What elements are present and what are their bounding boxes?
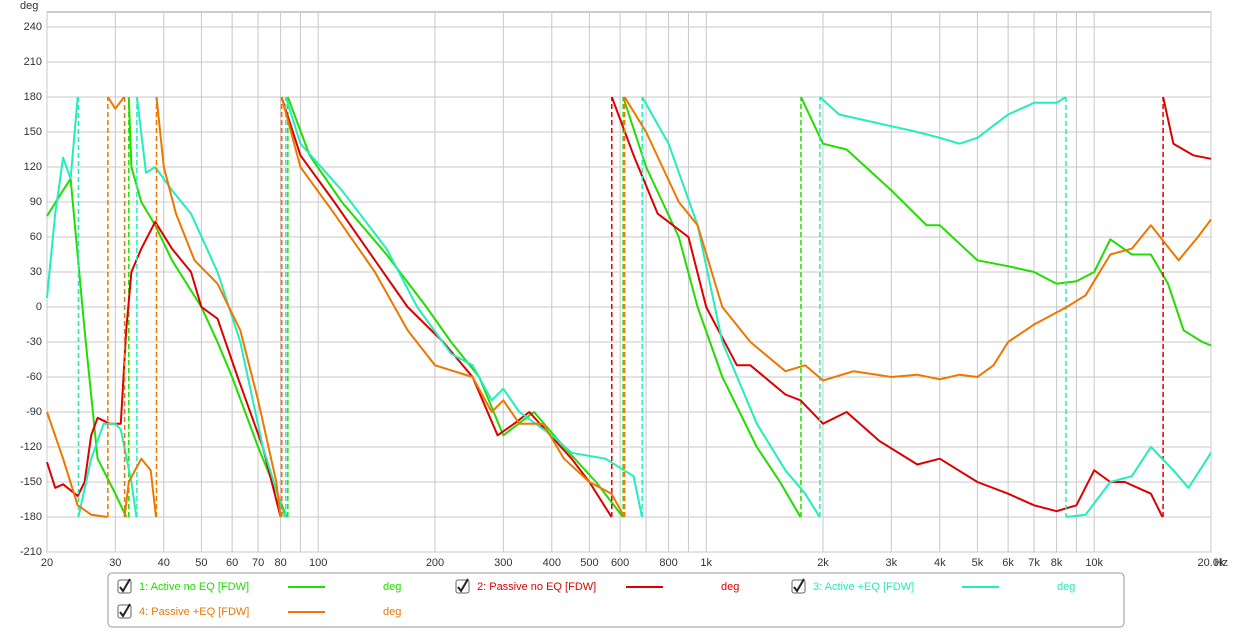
x-tick-label: 8k [1051, 557, 1063, 569]
x-tick-label: 300 [494, 557, 512, 569]
x-tick-label: 70 [252, 557, 264, 569]
x-tick-label: 20.0k [1198, 557, 1225, 569]
series-line [46, 96, 1212, 518]
x-tick-label: 2k [817, 557, 829, 569]
legend-unit: deg [383, 606, 401, 618]
x-tick-label: 60 [226, 557, 238, 569]
legend-label: 1: Active no EQ [FDW] [139, 581, 249, 593]
y-tick-label: 210 [24, 56, 42, 68]
legend-label: 4: Passive +EQ [FDW] [139, 606, 249, 618]
y-tick-label: 180 [24, 91, 42, 103]
x-tick-label: 10k [1085, 557, 1103, 569]
x-tick-label: 5k [972, 557, 984, 569]
legend-label: 2: Passive no EQ [FDW] [477, 581, 596, 593]
legend-unit: deg [721, 581, 739, 593]
legend-check [119, 578, 131, 593]
legend [107, 572, 1125, 628]
x-tick-label: 40 [158, 557, 170, 569]
legend-unit: deg [1057, 581, 1075, 593]
y-tick-label: 60 [30, 231, 42, 243]
x-tick-label: 30 [109, 557, 121, 569]
x-tick-label: 6k [1002, 557, 1014, 569]
x-tick-label: 600 [611, 557, 629, 569]
y-tick-label: -30 [26, 336, 42, 348]
x-tick-label: 3k [886, 557, 898, 569]
legend-check [457, 578, 469, 593]
plot-area [46, 11, 1212, 553]
y-tick-label: -90 [26, 406, 42, 418]
x-tick-label: 20 [41, 557, 53, 569]
x-tick-label: 500 [580, 557, 598, 569]
x-tick-label: 80 [274, 557, 286, 569]
x-tick-label: 400 [543, 557, 561, 569]
y-tick-label: 240 [24, 21, 42, 33]
y-tick-label: 90 [30, 196, 42, 208]
x-tick-label: 200 [426, 557, 444, 569]
x-tick-label: 100 [309, 557, 327, 569]
y-tick-label: 120 [24, 161, 42, 173]
legend-label: 3: Active +EQ [FDW] [813, 581, 914, 593]
x-unit: Hz [1215, 557, 1228, 569]
legend-unit: deg [383, 581, 401, 593]
legend-check [793, 578, 805, 593]
series-line [46, 96, 1212, 518]
x-tick-label: 4k [934, 557, 946, 569]
legend-check [119, 603, 131, 618]
y-tick-label: -210 [20, 546, 42, 558]
y-tick-label: -60 [26, 371, 42, 383]
series-line [46, 96, 1212, 518]
y-tick-label: 150 [24, 126, 42, 138]
y-tick-label: -120 [20, 441, 42, 453]
x-tick-label: 800 [659, 557, 677, 569]
x-tick-label: 50 [195, 557, 207, 569]
y-tick-label: -150 [20, 476, 42, 488]
y-tick-label: 0 [36, 301, 42, 313]
y-tick-label: -180 [20, 511, 42, 523]
y-axis-label: deg [20, 0, 38, 12]
x-tick-label: 7k [1028, 557, 1040, 569]
x-tick-label: 1k [700, 557, 712, 569]
y-tick-label: 30 [30, 266, 42, 278]
